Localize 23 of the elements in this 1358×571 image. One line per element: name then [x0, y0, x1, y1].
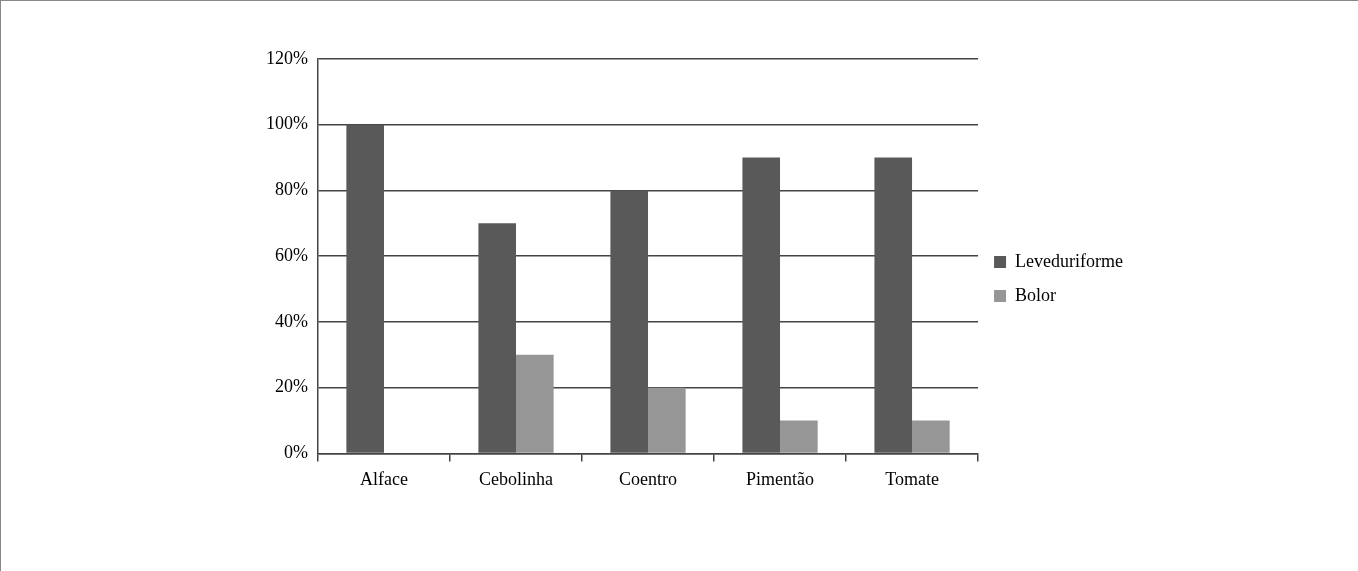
y-tick-label: 0%	[283, 442, 308, 463]
y-tick-label: 40%	[274, 310, 308, 331]
bar	[516, 354, 554, 453]
x-tick-label: Cebolinha	[479, 468, 554, 489]
bar	[912, 420, 950, 453]
y-tick-label: 100%	[265, 113, 308, 134]
legend-label: Bolor	[1015, 284, 1057, 305]
x-tick-label: Pimentão	[746, 468, 815, 489]
bar	[874, 157, 913, 453]
legend-label: Leveduriforme	[1015, 250, 1124, 271]
bar	[610, 190, 649, 453]
bar	[478, 223, 517, 453]
x-tick-label: Alface	[360, 468, 408, 489]
bar	[648, 387, 686, 453]
bar	[780, 420, 818, 453]
y-tick-label: 80%	[274, 179, 308, 200]
bar	[742, 157, 781, 453]
x-tick-label: Coentro	[619, 468, 678, 489]
y-tick-label: 120%	[265, 47, 308, 68]
y-tick-label: 20%	[274, 376, 308, 397]
bar	[346, 124, 384, 453]
x-tick-label: Tomate	[885, 468, 939, 489]
y-tick-label: 60%	[274, 244, 308, 265]
